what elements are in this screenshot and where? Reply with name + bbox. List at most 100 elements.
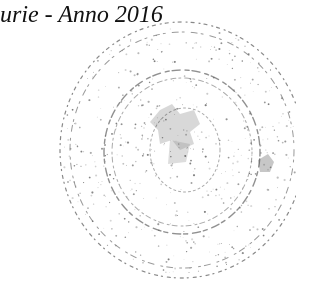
speckle bbox=[237, 161, 239, 163]
speckle bbox=[172, 168, 173, 169]
speckle bbox=[278, 140, 280, 142]
speckle bbox=[174, 202, 176, 204]
speckle bbox=[118, 213, 120, 215]
speckle bbox=[219, 32, 221, 34]
speckle bbox=[122, 50, 123, 51]
speckle bbox=[234, 55, 236, 57]
speckle bbox=[187, 147, 188, 148]
speckle bbox=[194, 243, 196, 245]
speckle bbox=[131, 188, 133, 190]
speckle bbox=[137, 149, 139, 151]
speckle bbox=[275, 86, 276, 87]
speckle bbox=[196, 59, 197, 60]
speckle bbox=[236, 38, 237, 39]
speckle bbox=[243, 120, 244, 121]
speckle bbox=[77, 145, 78, 146]
speckle bbox=[242, 60, 244, 62]
speckle bbox=[194, 43, 195, 44]
speckle bbox=[210, 49, 211, 50]
speckle bbox=[109, 202, 110, 203]
speckle bbox=[90, 195, 92, 197]
speckle bbox=[147, 154, 149, 156]
speckle bbox=[225, 252, 226, 253]
speckle bbox=[168, 258, 170, 260]
speckle bbox=[67, 139, 69, 141]
speckle bbox=[245, 138, 246, 139]
speckle bbox=[149, 82, 151, 84]
speckle bbox=[91, 191, 93, 193]
speckle bbox=[233, 89, 234, 90]
speckle bbox=[67, 128, 68, 129]
speckle bbox=[158, 229, 159, 230]
speckle bbox=[95, 166, 97, 168]
speckle bbox=[248, 245, 249, 246]
speckle bbox=[247, 179, 248, 180]
speckle bbox=[253, 139, 255, 141]
speckle bbox=[250, 174, 251, 175]
speckle bbox=[229, 50, 230, 51]
emblem-mark bbox=[258, 154, 274, 172]
speckle bbox=[185, 134, 187, 136]
speckle bbox=[88, 99, 90, 101]
speckle bbox=[74, 165, 76, 167]
speckle bbox=[137, 73, 139, 75]
speckle bbox=[182, 104, 183, 105]
speckle bbox=[176, 108, 178, 110]
speckle bbox=[144, 122, 146, 124]
speckle bbox=[170, 164, 172, 166]
speckle bbox=[288, 120, 289, 121]
speckle bbox=[267, 138, 268, 139]
speckle bbox=[80, 151, 82, 153]
speckle bbox=[229, 53, 230, 54]
speckle bbox=[214, 47, 215, 48]
speckle bbox=[163, 144, 164, 145]
speckle bbox=[176, 176, 178, 178]
speckle bbox=[244, 127, 246, 129]
speckle bbox=[193, 171, 194, 172]
speckle bbox=[256, 228, 258, 230]
speckle bbox=[145, 124, 146, 125]
speckle bbox=[284, 179, 286, 181]
speckle bbox=[197, 136, 198, 137]
speckle bbox=[128, 232, 129, 233]
speckle bbox=[135, 209, 136, 210]
speckle bbox=[160, 184, 162, 186]
speckle bbox=[251, 155, 253, 157]
speckle bbox=[120, 137, 121, 138]
speckle bbox=[228, 140, 230, 142]
speckle bbox=[98, 96, 99, 97]
speckle bbox=[157, 118, 158, 119]
speckle bbox=[232, 68, 233, 69]
speckle bbox=[259, 145, 261, 147]
speckle bbox=[213, 119, 214, 120]
speckle bbox=[184, 259, 185, 260]
speckle bbox=[151, 88, 153, 90]
speckle bbox=[144, 227, 145, 228]
speckle bbox=[242, 188, 243, 189]
speckle bbox=[258, 84, 259, 85]
speckle bbox=[186, 130, 187, 131]
speckle bbox=[234, 230, 235, 231]
speckle bbox=[170, 128, 172, 130]
speckle bbox=[184, 75, 186, 77]
speckle bbox=[143, 198, 144, 199]
speckle bbox=[153, 59, 155, 61]
speckle bbox=[172, 163, 173, 164]
speckle bbox=[277, 136, 278, 137]
speckle bbox=[185, 240, 187, 242]
speckle bbox=[272, 152, 274, 154]
speckle bbox=[126, 196, 127, 197]
speckle bbox=[117, 155, 118, 156]
speckle bbox=[270, 69, 271, 70]
header-text: urie - Anno 2016 bbox=[0, 2, 163, 29]
speckle bbox=[249, 173, 250, 174]
speckle bbox=[104, 144, 106, 146]
speckle bbox=[267, 169, 269, 171]
speckle bbox=[165, 119, 167, 121]
speckle bbox=[244, 95, 245, 96]
speckle bbox=[130, 180, 131, 181]
speckle bbox=[209, 168, 211, 170]
speckle bbox=[224, 189, 225, 190]
speckle bbox=[233, 156, 234, 157]
speckle bbox=[120, 144, 122, 146]
